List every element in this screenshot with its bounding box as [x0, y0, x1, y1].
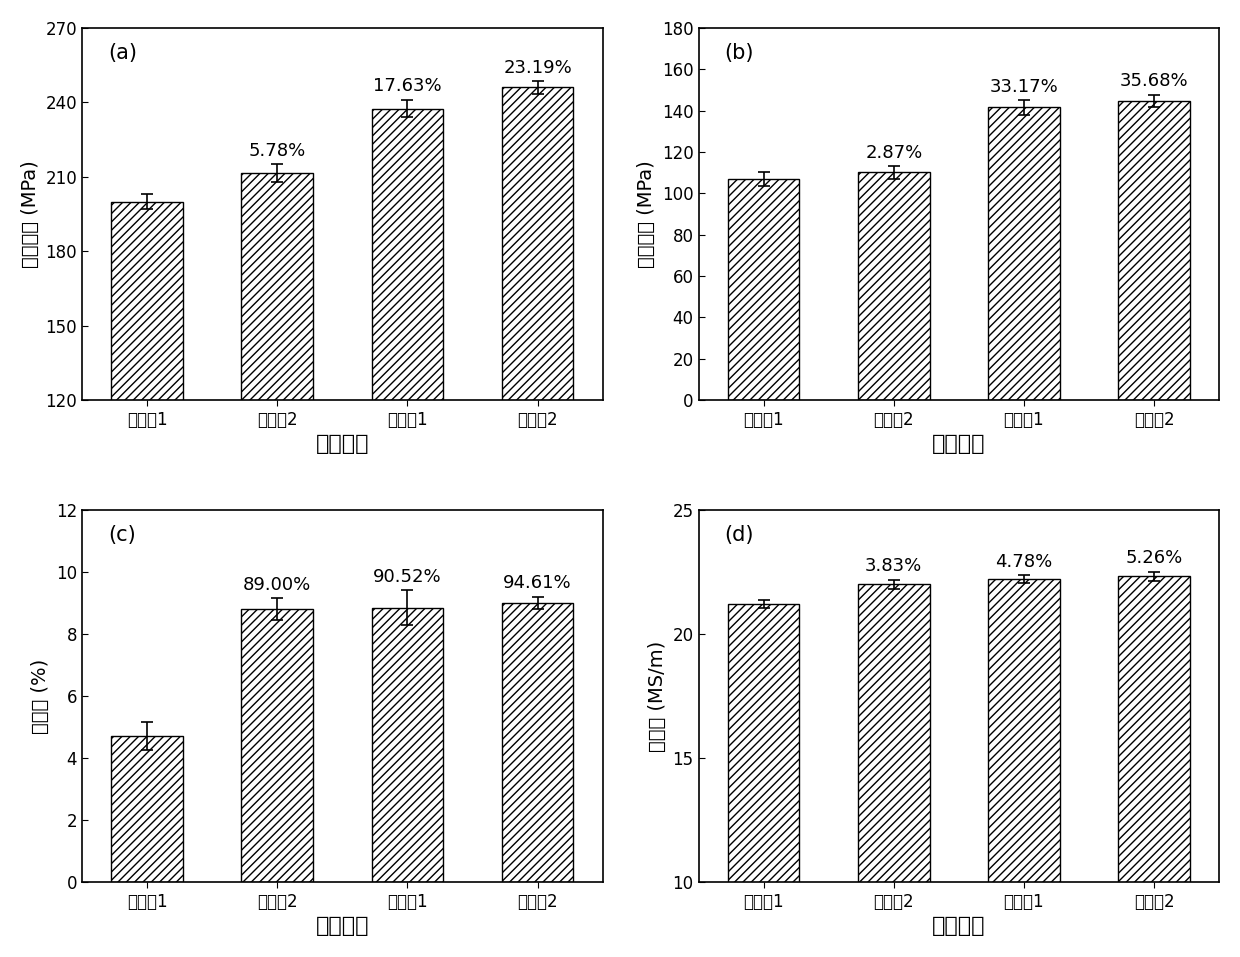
Text: 4.78%: 4.78%	[996, 553, 1053, 571]
Text: 23.19%: 23.19%	[503, 58, 572, 77]
Y-axis label: 屈服强度 (MPa): 屈服强度 (MPa)	[637, 160, 656, 268]
Bar	[988, 107, 1060, 400]
Bar	[372, 108, 443, 699]
X-axis label: 合金序号: 合金序号	[932, 434, 986, 455]
Bar	[728, 604, 800, 957]
Text: (d): (d)	[724, 524, 754, 545]
Bar	[112, 202, 182, 699]
Text: (a): (a)	[108, 43, 138, 63]
Y-axis label: 电导率 (MS/m): 电导率 (MS/m)	[649, 640, 667, 751]
Text: 3.83%: 3.83%	[866, 557, 923, 575]
Y-axis label: 抗拉强度 (MPa): 抗拉强度 (MPa)	[21, 160, 40, 268]
Bar	[858, 172, 930, 400]
Text: 33.17%: 33.17%	[990, 78, 1058, 96]
Text: 17.63%: 17.63%	[373, 78, 441, 96]
Text: (b): (b)	[724, 43, 754, 63]
X-axis label: 合金序号: 合金序号	[315, 434, 370, 455]
Bar	[502, 603, 573, 882]
Bar	[242, 609, 312, 882]
Bar	[1118, 576, 1190, 957]
Text: 90.52%: 90.52%	[373, 568, 441, 586]
Text: 2.87%: 2.87%	[866, 144, 923, 162]
Bar	[112, 736, 182, 882]
X-axis label: 合金序号: 合金序号	[315, 916, 370, 936]
Bar	[728, 179, 800, 400]
Y-axis label: 延伸率 (%): 延伸率 (%)	[31, 658, 51, 734]
Text: 5.26%: 5.26%	[1126, 549, 1183, 568]
Text: 35.68%: 35.68%	[1120, 72, 1188, 90]
Text: 89.00%: 89.00%	[243, 576, 311, 593]
Text: (c): (c)	[108, 524, 136, 545]
Text: 94.61%: 94.61%	[503, 574, 572, 592]
Bar	[1118, 100, 1190, 400]
Bar	[242, 173, 312, 699]
Bar	[502, 87, 573, 699]
X-axis label: 合金序号: 合金序号	[932, 916, 986, 936]
Bar	[858, 584, 930, 957]
Bar	[988, 579, 1060, 957]
Bar	[372, 608, 443, 882]
Text: 5.78%: 5.78%	[248, 142, 306, 160]
